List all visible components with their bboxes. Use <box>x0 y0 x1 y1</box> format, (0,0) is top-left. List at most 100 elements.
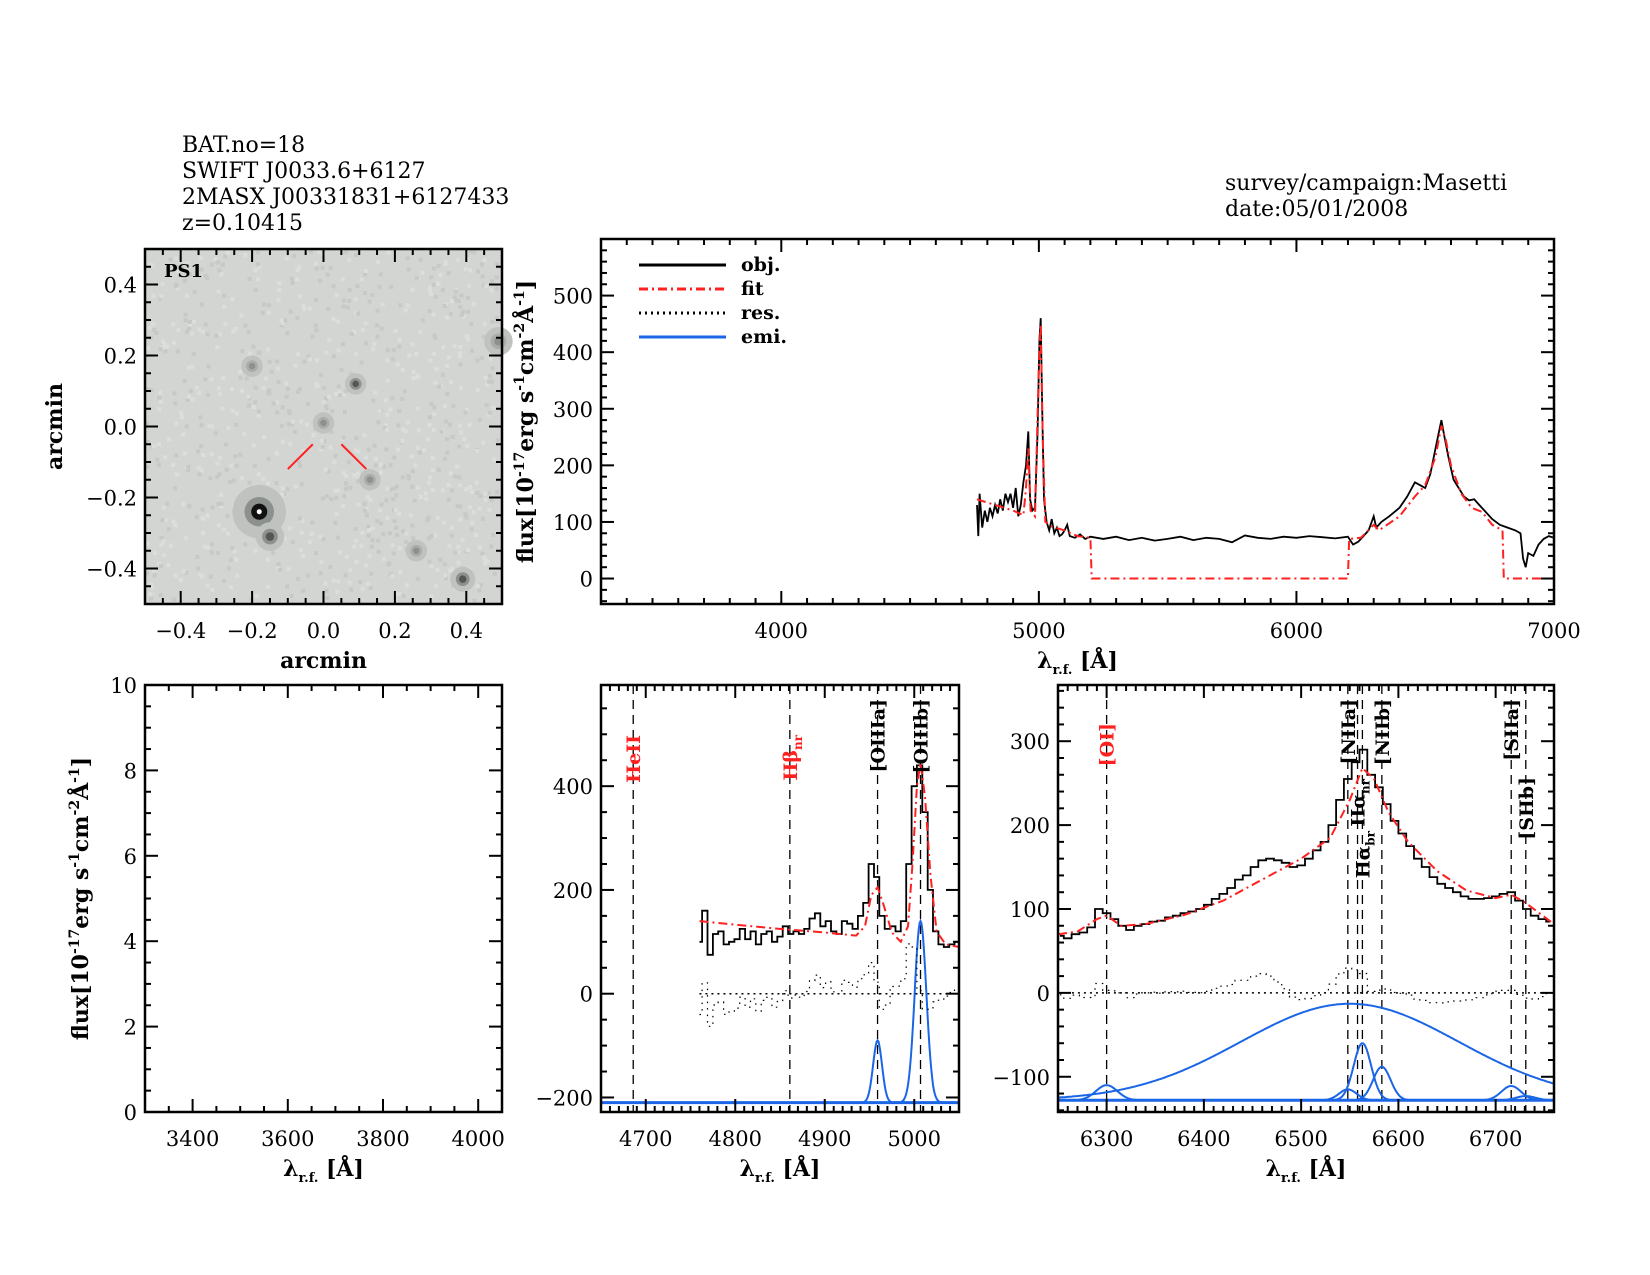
image-pixel <box>297 460 301 465</box>
line-label: [OI] <box>1097 723 1119 766</box>
image-pixel <box>450 434 455 439</box>
blue-x-axis-label: λr.f. [Å] <box>283 1155 364 1186</box>
image-pixel <box>242 432 247 437</box>
image-pixel <box>442 304 447 308</box>
image-pixel <box>438 273 443 278</box>
image-pixel <box>152 573 157 578</box>
image-pixel <box>463 410 468 415</box>
image-pixel <box>397 511 401 516</box>
image-pixel <box>194 515 199 520</box>
image-pixel <box>334 511 339 516</box>
image-pixel <box>363 272 368 277</box>
image-pixel <box>414 275 419 280</box>
image-pixel <box>147 325 152 330</box>
image-pixel <box>484 284 489 289</box>
image-pixel <box>458 304 462 309</box>
image-pixel <box>359 543 364 548</box>
image-pixel <box>363 291 367 295</box>
hbeta-ticks <box>600 685 960 1112</box>
series-fit <box>976 323 1554 580</box>
image-pixel <box>307 540 312 545</box>
image-pixel <box>336 579 341 584</box>
image-pixel <box>368 498 373 502</box>
image-pixel <box>239 313 244 318</box>
image-pixel <box>156 462 161 467</box>
image-pixel <box>319 559 324 564</box>
image-pixel <box>397 546 402 551</box>
image-pixel <box>475 584 480 589</box>
image-pixel <box>429 275 434 280</box>
image-pixel <box>209 452 214 457</box>
line-label: [NIIa] <box>1338 699 1360 764</box>
hbeta-line-labels: HeII Hβnr [OIIIa] [OIIIb] <box>623 699 932 783</box>
y-tick-label: 0.4 <box>104 274 137 298</box>
image-pixel <box>427 415 432 420</box>
image-pixel <box>255 250 260 255</box>
image-pixel <box>394 493 399 498</box>
image-pixel <box>385 348 390 353</box>
image-pixel <box>406 267 411 272</box>
legend-label: fit <box>741 278 764 300</box>
image-pixel <box>318 571 323 576</box>
image-pixel <box>348 568 353 573</box>
image-pixel <box>466 283 471 288</box>
image-pixel <box>433 533 438 538</box>
line-label-text: Hα <box>1348 794 1370 827</box>
emission-component <box>1058 1085 1554 1102</box>
y-tick-label: −0.4 <box>86 558 137 582</box>
image-pixel <box>403 429 408 434</box>
image-pixel <box>457 475 462 480</box>
image-pixel <box>477 506 482 511</box>
image-pixel <box>200 507 205 512</box>
x-tick-label: 4000 <box>451 1127 504 1151</box>
image-pixel <box>450 299 454 304</box>
image-survey-label: PS1 <box>164 261 203 282</box>
image-pixel <box>310 334 315 339</box>
image-pixel <box>276 379 281 384</box>
image-pixel <box>422 448 427 453</box>
image-pixel <box>494 316 499 320</box>
image-pixel <box>197 327 202 332</box>
image-pixel <box>446 355 451 360</box>
image-pixel <box>293 484 298 489</box>
image-pixel <box>420 318 425 323</box>
image-pixel <box>448 312 453 317</box>
image-pixel <box>274 451 279 456</box>
image-pixel <box>331 316 336 321</box>
image-pixel <box>406 476 411 481</box>
flux-label-exponent: -2 <box>512 323 528 339</box>
image-pixel <box>466 548 470 553</box>
image-pixel <box>332 460 337 465</box>
image-pixel <box>161 340 166 345</box>
image-pixel <box>393 329 398 333</box>
image-pixel <box>157 562 161 566</box>
image-pixel <box>404 531 409 536</box>
image-pixel <box>428 475 432 480</box>
line-label: Hαbr <box>1352 830 1377 878</box>
image-pixel <box>314 358 319 363</box>
image-pixel <box>220 262 225 267</box>
image-pixel <box>171 322 176 327</box>
image-pixel <box>160 281 165 286</box>
image-pixel <box>180 264 185 269</box>
image-pixel <box>354 252 359 257</box>
image-pixel <box>265 347 270 352</box>
image-pixel <box>151 322 156 326</box>
image-pixel <box>284 381 289 386</box>
image-pixel <box>295 352 300 357</box>
image-pixel <box>487 410 492 415</box>
image-pixel <box>355 471 360 476</box>
flux-label-text: ] <box>68 757 94 767</box>
image-pixel <box>481 440 486 445</box>
overview-spectrum-panel: 4000 5000 6000 70000100200300400500obj.fitr… <box>512 237 1581 678</box>
image-pixel <box>348 485 353 490</box>
image-pixel <box>452 474 457 479</box>
image-pixel <box>426 437 431 442</box>
image-pixel <box>401 529 406 534</box>
image-pixel <box>360 327 365 332</box>
image-pixel <box>391 348 396 353</box>
image-pixel <box>362 433 367 438</box>
image-pixel <box>420 270 425 275</box>
line-label-text: [SIIb] <box>1516 777 1538 840</box>
image-pixel <box>181 569 186 574</box>
